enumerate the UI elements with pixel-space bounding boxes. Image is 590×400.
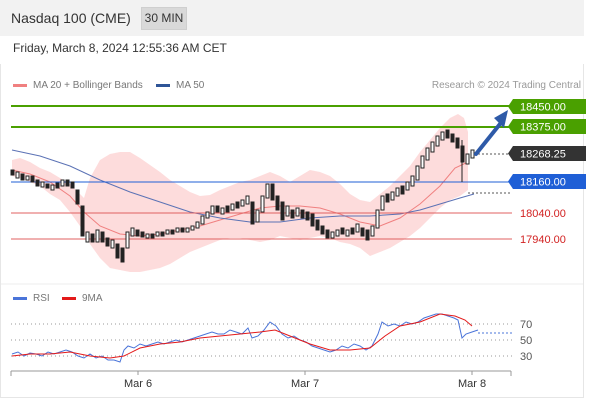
legend-9ma: 9MA [62,293,103,304]
ma50-swatch [156,84,170,87]
legend-rsi: RSI [13,293,50,304]
bollinger-band [12,114,468,272]
level-label-18375: 18375.00 [520,122,566,134]
chart-header: Nasdaq 100 (CME) 30 MIN [0,0,584,36]
rsi-line [11,313,479,363]
ma9-line [11,313,473,359]
ma9-swatch [62,297,76,300]
level-label-18160: 18160.00 [520,177,566,189]
level-labels: 18450.00 18375.00 18268.25 18160.00 1804… [508,99,586,246]
legend-9ma-label: 9MA [82,293,103,304]
legend-bollinger-label: MA 20 + Bollinger Bands [33,80,143,91]
timeframe-button[interactable]: 30 MIN [141,7,187,30]
level-label-18040: 18040.00 [520,208,566,220]
level-label-18450: 18450.00 [520,102,566,114]
level-badge-18450 [513,99,586,114]
x-tick-mar8: Mar 8 [458,378,486,390]
ma50-line [11,149,475,223]
datetime-label: Friday, March 8, 2024 12:55:36 AM CET [13,41,227,55]
rsi-scale-50: 50 [520,335,532,347]
legend-ma50: MA 50 [156,80,204,91]
level-badge-18160 [513,174,586,189]
instrument-title: Nasdaq 100 (CME) [11,10,131,26]
level-label-last: 18268.25 [520,149,566,161]
x-tick-mar7: Mar 7 [291,378,319,390]
rsi-swatch [13,297,27,300]
legend-ma50-label: MA 50 [176,80,205,91]
level-badge-last [513,146,586,161]
legend-rsi-label: RSI [33,293,50,304]
credit-text: Research © 2024 Trading Central [431,80,581,91]
chart-panel [0,64,584,398]
level-label-17940: 17940.00 [520,234,566,246]
rsi-scale-70: 70 [520,319,532,331]
forecast-arrow[interactable] [474,122,502,156]
forecast-arrow-head [494,110,508,128]
bollinger-swatch [13,84,27,87]
level-badge-18375 [513,119,586,134]
rsi-scale-30: 30 [520,351,532,363]
x-tick-mar6: Mar 6 [124,378,152,390]
legend-bollinger: MA 20 + Bollinger Bands [13,80,143,91]
